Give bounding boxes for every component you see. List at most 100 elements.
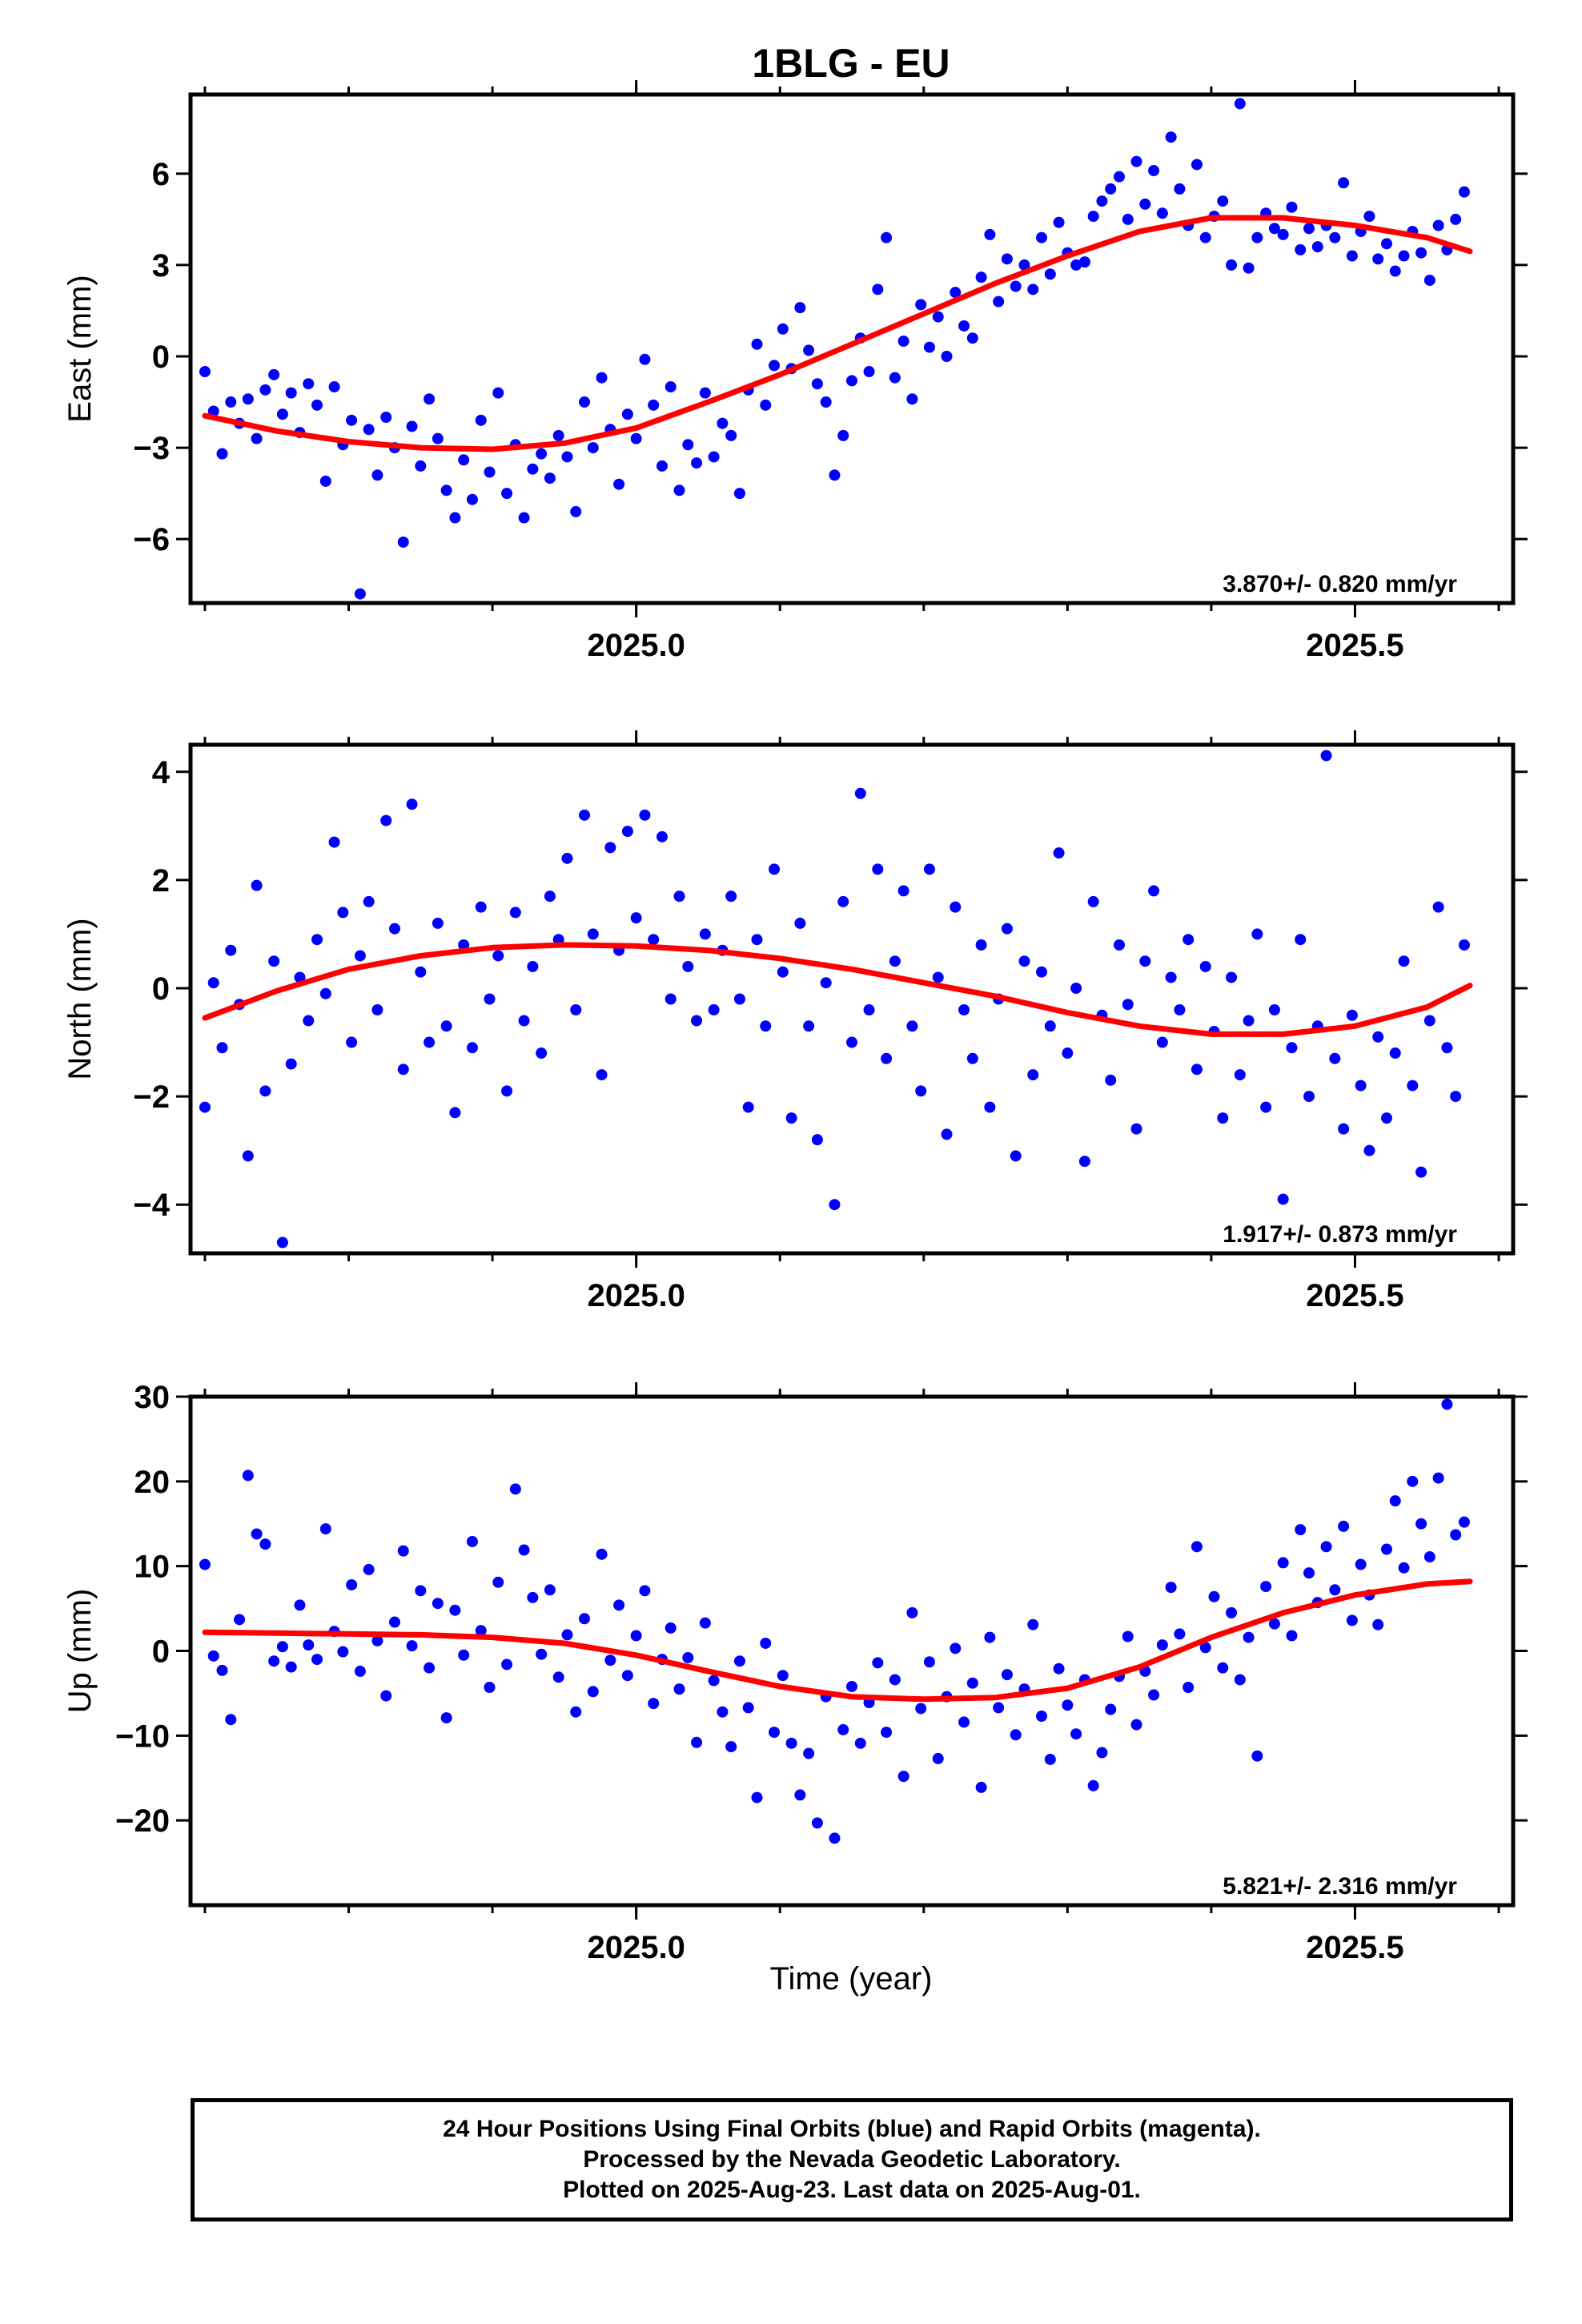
data-point [881,1727,893,1739]
data-point [346,1578,358,1590]
data-point [268,368,280,380]
data-point [846,1680,857,1692]
y-tick-label: 4 [152,755,171,790]
data-point [1044,1753,1056,1765]
data-point [424,1662,436,1674]
data-point [319,1523,331,1535]
data-point [1191,159,1203,171]
data-point [613,1599,625,1611]
data-point [656,830,668,842]
chart-title: 1BLG - EU [752,41,950,86]
data-point [1053,216,1065,228]
data-point [1423,1551,1435,1563]
fit-curve [202,1578,1473,1703]
data-point [984,1101,996,1113]
plot-frame [188,1394,1516,1908]
data-point [829,469,841,481]
data-point [1105,183,1117,195]
data-point [1380,1543,1392,1555]
data-point [1372,253,1384,265]
data-point [596,1069,608,1081]
data-point [733,993,745,1005]
data-point [1329,1584,1341,1596]
data-point [820,396,832,408]
data-point [630,912,642,924]
plot-area [199,750,1473,1248]
data-point [1372,1618,1384,1630]
data-point [1398,250,1410,262]
data-point [1415,247,1427,259]
data-point [561,1629,573,1641]
data-point [354,950,366,962]
data-point [518,1015,530,1027]
north-panel: 2025.0 2025.5 −4 −2 0 2 4 North (mm) 1.917+/- 0.… [62,730,1528,1313]
data-point [225,396,237,408]
data-point [803,1747,815,1759]
data-point [1018,259,1030,271]
data-point [466,1042,478,1054]
y-tick-label: 0 [152,971,170,1007]
data-point [449,1604,461,1616]
data-point [863,1004,875,1016]
data-point [440,485,452,497]
data-point [915,1703,927,1715]
data-point [319,987,331,999]
data-point [604,842,616,854]
y-tick-label: 10 [135,1550,171,1585]
data-point [1122,213,1134,225]
data-point [501,488,513,500]
data-point [1062,1699,1074,1711]
plot-area [199,1398,1473,1844]
data-point [699,1617,711,1629]
data-point [820,977,832,989]
data-point [596,1548,608,1560]
data-point [303,378,315,390]
data-point [199,1101,211,1113]
data-point [1105,1703,1117,1715]
data-point [1156,207,1168,219]
y-tick-label: 20 [135,1465,171,1500]
data-point [889,1674,901,1686]
data-point [837,429,849,441]
data-point [932,1752,944,1764]
data-point [975,1781,987,1793]
data-point [1320,750,1332,762]
plot-frame [188,92,1516,605]
data-point [501,1659,513,1671]
data-point [1234,1069,1246,1081]
data-point [872,1657,884,1669]
data-point [639,809,651,821]
data-point [906,1606,918,1618]
data-point [950,287,962,299]
data-point [777,966,789,978]
data-point [328,381,340,393]
data-point [440,1712,452,1724]
data-point [682,1651,694,1663]
data-point [285,387,297,399]
data-point [1268,1618,1280,1630]
data-point [648,1698,660,1710]
data-point [415,1585,427,1597]
data-point [1260,1101,1272,1113]
data-point [1415,1518,1427,1530]
footer-note-box: 24 Hour Positions Using Final Orbits (bl… [191,2098,1513,2221]
data-point [397,1063,409,1076]
data-point [1148,1689,1160,1701]
data-point [1156,1036,1168,1048]
data-point [785,1737,797,1749]
data-point [1311,241,1323,253]
data-point [1458,1516,1470,1528]
data-point [829,1832,841,1844]
data-point [475,414,487,426]
data-point [544,891,556,903]
rate-label: 1.917+/- 0.873 mm/yr [1223,1221,1457,1248]
data-point [328,836,340,848]
data-point [1251,928,1263,940]
data-point [717,417,729,429]
data-point [440,1020,452,1032]
data-point [699,387,711,399]
data-point [268,1655,280,1667]
data-point [225,944,237,956]
data-point [1303,1567,1315,1579]
data-point [1226,1606,1238,1618]
